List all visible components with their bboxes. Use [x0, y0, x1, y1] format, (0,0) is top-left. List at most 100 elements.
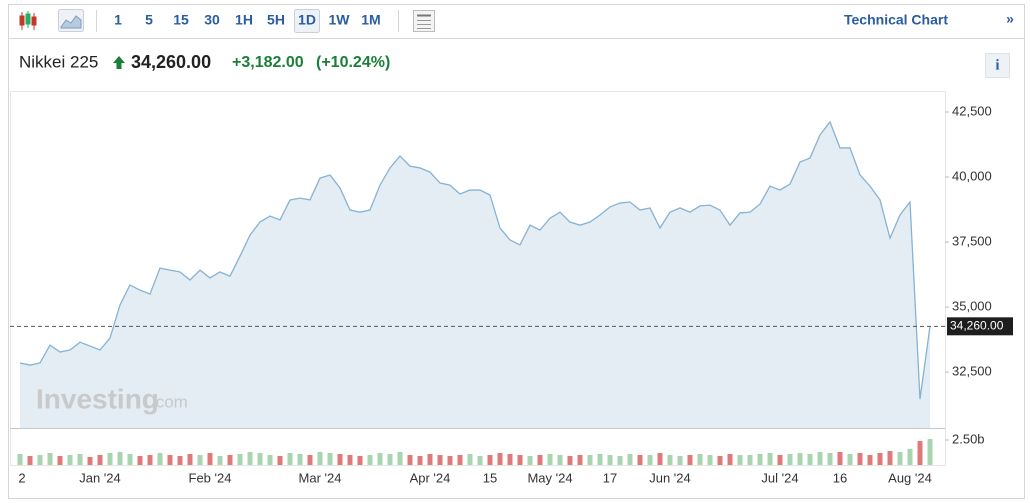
volume-bar	[207, 453, 213, 465]
volume-bar	[757, 454, 763, 465]
interval-button[interactable]: 5H	[267, 12, 285, 28]
price-area	[20, 121, 930, 429]
interval-button[interactable]: 1H	[235, 12, 253, 28]
volume-bar	[577, 455, 583, 465]
volume-bar	[727, 454, 733, 465]
x-tick-label: Jan '24	[79, 470, 121, 485]
volume-bar	[257, 453, 263, 465]
instrument-name: Nikkei 225	[19, 52, 98, 71]
volume-bar	[247, 452, 253, 465]
volume-bar	[857, 453, 863, 465]
volume-bar	[227, 455, 233, 465]
volume-bar	[157, 453, 163, 465]
volume-bar	[637, 455, 643, 465]
volume-bar	[677, 456, 683, 465]
volume-bar	[357, 456, 363, 465]
volume-bar	[437, 455, 443, 465]
more-arrow[interactable]: »	[1006, 11, 1014, 27]
interval-button[interactable]: 5	[145, 12, 153, 28]
volume-bar	[617, 456, 623, 465]
x-tick-label: Mar '24	[299, 470, 342, 485]
volume-bar	[567, 456, 573, 465]
volume-bar	[647, 455, 653, 465]
volume-bar	[317, 452, 323, 465]
volume-bar	[557, 455, 563, 465]
interval-button[interactable]: 1M	[361, 12, 380, 28]
y-tick-label: 37,500	[952, 233, 992, 248]
volume-bar	[147, 455, 153, 465]
volume-bar	[917, 441, 923, 465]
volume-bar	[137, 456, 143, 465]
y-tick-label: 32,500	[952, 364, 992, 379]
plot-frame	[10, 91, 946, 466]
volume-bar	[587, 455, 593, 465]
last-price-badge	[947, 317, 1013, 336]
volume-bar	[277, 456, 283, 465]
volume-bar	[127, 454, 133, 465]
x-tick-label: 17	[603, 470, 617, 485]
volume-bar	[737, 455, 743, 465]
y-tick-label: 42,500	[952, 103, 992, 118]
volume-bar	[467, 454, 473, 465]
info-icon[interactable]: i	[995, 57, 999, 73]
volume-bar	[367, 455, 373, 465]
volume-bar	[37, 455, 43, 465]
volume-bar	[177, 456, 183, 465]
volume-bar	[267, 455, 273, 465]
volume-bar	[397, 452, 403, 465]
interval-button[interactable]: 30	[204, 12, 220, 28]
info-button[interactable]	[985, 53, 1010, 78]
volume-bar	[457, 455, 463, 465]
volume-bar	[777, 455, 783, 465]
volume-bar	[407, 455, 413, 465]
price-change: +3,182.00	[232, 54, 304, 71]
volume-bar	[547, 454, 553, 465]
watermark: Investing	[36, 383, 159, 414]
technical-chart-link[interactable]: Technical Chart	[844, 12, 948, 28]
x-tick-label: Feb '24	[189, 470, 232, 485]
volume-bar	[187, 454, 193, 465]
volume-bar	[817, 452, 823, 465]
interval-button[interactable]: 1	[114, 12, 122, 28]
volume-bar	[747, 455, 753, 465]
volume-bar	[377, 453, 383, 465]
volume-bar	[797, 453, 803, 465]
volume-bar	[337, 454, 343, 465]
volume-bar	[87, 457, 93, 465]
volume-bar	[17, 454, 23, 465]
price-line	[19, 120, 931, 400]
x-tick-label: May '24	[527, 470, 572, 485]
volume-bar	[307, 455, 313, 465]
volume-bar	[877, 453, 883, 465]
volume-bar	[447, 456, 453, 465]
area-icon[interactable]	[58, 9, 84, 32]
volume-bar	[527, 456, 533, 465]
volume-bar	[867, 455, 873, 465]
volume-bar	[417, 456, 423, 465]
volume-bar	[897, 452, 903, 465]
volume-bar	[67, 455, 73, 465]
volume-bar	[667, 455, 673, 465]
x-tick-label: Jul '24	[761, 470, 798, 485]
volume-bar	[107, 453, 113, 465]
interval-button[interactable]: 1W	[329, 12, 351, 28]
x-tick-label: Aug '24	[888, 470, 932, 485]
table-icon[interactable]	[413, 10, 435, 32]
volume-bar	[217, 456, 223, 465]
volume-bar	[117, 452, 123, 465]
y-tick-label: 35,000	[952, 299, 992, 314]
volume-bar	[657, 453, 663, 465]
y2-tick-label: 2.50b	[952, 431, 985, 446]
volume-bar	[707, 455, 713, 465]
candle-icon[interactable]	[19, 11, 37, 30]
price-change-pct: (+10.24%)	[316, 54, 390, 71]
y-tick-label: 40,000	[952, 168, 992, 183]
volume-bar	[167, 455, 173, 465]
volume-bar	[837, 452, 843, 465]
volume-bar	[387, 454, 393, 465]
volume-bar	[497, 453, 503, 465]
interval-button[interactable]: 1D	[298, 12, 316, 28]
interval-button[interactable]: 15	[173, 12, 189, 28]
volume-bar	[477, 456, 483, 465]
